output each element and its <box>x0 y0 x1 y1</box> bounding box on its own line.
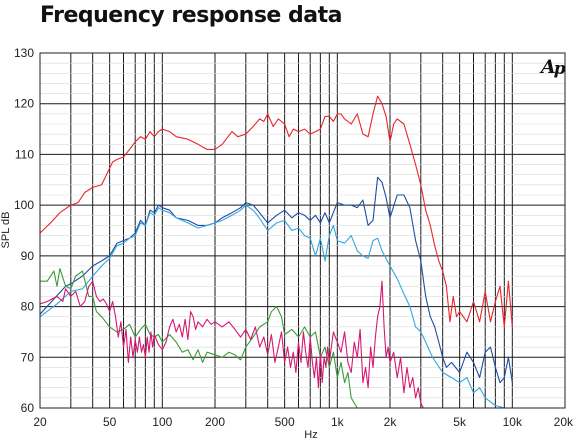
y-tick-label: 130 <box>14 46 34 60</box>
x-tick-label: 100 <box>152 415 172 429</box>
minor-gridlines <box>40 53 565 408</box>
x-tick-label: 200 <box>205 415 225 429</box>
y-axis-label: SPL dB <box>0 212 12 249</box>
x-tick-label: 10k <box>503 415 523 429</box>
x-tick-label: 20k <box>554 415 574 429</box>
series-line-3 <box>40 204 513 408</box>
x-axis-label: Hz <box>304 429 317 441</box>
series-line-5 <box>40 280 424 408</box>
x-tick-label: 1k <box>331 415 345 429</box>
y-tick-label: 100 <box>14 198 34 212</box>
x-tick-label: 50 <box>103 415 117 429</box>
x-tick-label: 5k <box>453 415 467 429</box>
y-tick-label: 120 <box>14 97 34 111</box>
series-line-2 <box>40 176 513 384</box>
plot-frame <box>39 52 566 409</box>
y-tick-label: 80 <box>21 300 35 314</box>
x-tick-label: 2k <box>384 415 398 429</box>
y-tick-label: 60 <box>21 401 35 415</box>
series-line-4 <box>40 267 358 408</box>
x-tick-label: 20 <box>33 415 47 429</box>
y-tick-label: 110 <box>15 147 34 161</box>
x-tick-labels: 20 50 100 200 500 1k 2k 5k 10k 20k <box>33 415 574 429</box>
y-tick-labels: 130 120 110 100 90 80 70 60 <box>14 46 34 415</box>
chart-title: Frequency response data <box>40 3 342 28</box>
series-layer <box>40 95 513 408</box>
y-tick-label: 70 <box>21 350 35 364</box>
y-tick-label: 90 <box>21 249 35 263</box>
ap-logo: Ap <box>539 56 566 79</box>
x-tick-label: 500 <box>275 415 295 429</box>
plot-background <box>40 53 565 408</box>
series-line-1 <box>40 95 513 328</box>
